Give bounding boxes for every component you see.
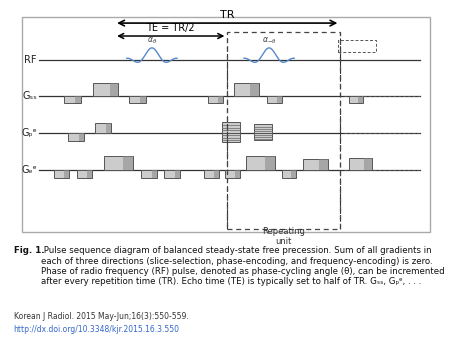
Bar bbox=[235, 170, 240, 177]
Bar bbox=[64, 96, 81, 103]
Bar bbox=[277, 96, 282, 103]
Bar bbox=[54, 170, 69, 177]
Bar bbox=[79, 133, 84, 141]
Bar bbox=[222, 122, 240, 133]
Bar bbox=[225, 170, 240, 177]
Bar bbox=[282, 170, 296, 177]
Text: $\alpha_{-\theta}$: $\alpha_{-\theta}$ bbox=[262, 35, 276, 46]
Bar bbox=[291, 170, 296, 177]
Text: Repeating
unit: Repeating unit bbox=[262, 227, 305, 246]
Text: $\alpha_\theta$: $\alpha_\theta$ bbox=[147, 35, 157, 46]
Bar bbox=[246, 156, 275, 170]
Text: http://dx.doi.org/10.3348/kjr.2015.16.3.550: http://dx.doi.org/10.3348/kjr.2015.16.3.… bbox=[14, 325, 180, 334]
Bar bbox=[265, 156, 275, 170]
Text: TE = TR/2: TE = TR/2 bbox=[146, 23, 195, 33]
Text: TR: TR bbox=[220, 10, 234, 20]
Bar bbox=[129, 96, 146, 103]
Bar bbox=[234, 83, 259, 96]
Bar bbox=[75, 96, 81, 103]
Bar bbox=[254, 124, 272, 133]
Text: Gₚᵉ: Gₚᵉ bbox=[21, 128, 37, 138]
Bar bbox=[358, 96, 363, 103]
Bar bbox=[267, 96, 282, 103]
Text: Pulse sequence diagram of balanced steady-state free precession. Sum of all grad: Pulse sequence diagram of balanced stead… bbox=[41, 246, 445, 286]
Bar bbox=[204, 170, 219, 177]
Bar bbox=[214, 170, 219, 177]
Bar bbox=[104, 156, 133, 170]
Bar bbox=[123, 156, 133, 170]
Bar bbox=[64, 170, 69, 177]
Bar bbox=[227, 32, 340, 229]
Bar bbox=[218, 96, 223, 103]
Bar bbox=[110, 83, 118, 96]
Bar bbox=[250, 83, 259, 96]
Bar bbox=[141, 170, 158, 177]
Bar bbox=[338, 40, 376, 52]
Bar bbox=[349, 96, 363, 103]
Bar bbox=[93, 83, 118, 96]
Bar bbox=[208, 96, 223, 103]
Bar bbox=[152, 170, 158, 177]
Bar bbox=[222, 133, 240, 142]
Bar bbox=[364, 158, 372, 170]
Text: Gₛₛ: Gₛₛ bbox=[22, 91, 37, 101]
Bar bbox=[76, 170, 93, 177]
Bar bbox=[106, 123, 111, 133]
Text: RF: RF bbox=[24, 55, 37, 65]
Text: Korean J Radiol. 2015 May-Jun;16(3):550-559.: Korean J Radiol. 2015 May-Jun;16(3):550-… bbox=[14, 312, 188, 320]
Bar bbox=[95, 123, 111, 133]
Bar bbox=[140, 96, 146, 103]
Bar bbox=[319, 159, 328, 170]
Bar bbox=[254, 133, 272, 141]
Text: Fig. 1.: Fig. 1. bbox=[14, 246, 44, 255]
Bar bbox=[165, 170, 180, 177]
Bar bbox=[302, 159, 328, 170]
Bar bbox=[349, 158, 372, 170]
Bar bbox=[175, 170, 180, 177]
Bar bbox=[68, 133, 84, 141]
Bar bbox=[87, 170, 93, 177]
Text: Gₑᵉ: Gₑᵉ bbox=[21, 165, 37, 175]
